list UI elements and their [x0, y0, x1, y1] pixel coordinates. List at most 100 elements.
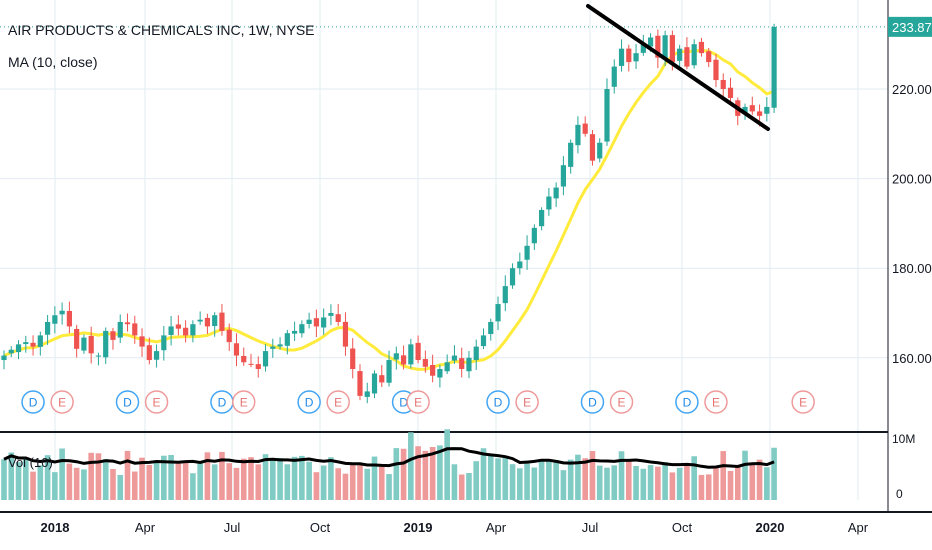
marker-circle: [675, 390, 699, 414]
candle-body: [153, 351, 160, 360]
volume-bar: [30, 471, 36, 500]
marker-label: E: [58, 396, 66, 410]
candle-body: [306, 319, 312, 324]
volume-bar: [371, 456, 378, 500]
volume-bar: [589, 451, 596, 500]
earnings-marker: E: [791, 390, 815, 414]
volume-bar: [625, 460, 632, 500]
marker-label: E: [153, 396, 161, 410]
volume-bar: [524, 460, 530, 500]
candle-body: [647, 37, 654, 47]
volume-bar: [291, 456, 298, 500]
price-axis[interactable]: 220.00 200.00 180.00 160.00 233.87 10M 0: [888, 16, 932, 501]
marker-label: D: [29, 396, 38, 410]
candle-body: [292, 330, 298, 334]
marker-circle: [486, 390, 510, 414]
volume-bar: [691, 456, 697, 500]
volume-bar: [684, 463, 690, 500]
candle-body: [408, 344, 414, 365]
volume-bar: [95, 453, 102, 500]
candle-body: [197, 319, 203, 322]
candle-body: [517, 261, 523, 269]
volume-bar: [15, 462, 22, 500]
candle-body: [66, 310, 72, 327]
volume-bar: [386, 474, 392, 500]
earnings-marker: E: [609, 390, 634, 414]
last-price-label: 233.87: [892, 20, 932, 35]
ma-legend: MA (10, close): [8, 54, 98, 70]
marker-circle: [21, 390, 45, 414]
candle-body: [262, 351, 269, 367]
volume-bar: [44, 455, 51, 500]
candle-body: [495, 304, 501, 322]
volume-bar: [59, 448, 65, 500]
volume-bar: [662, 462, 668, 500]
candle-body: [720, 79, 726, 89]
candle-body: [284, 333, 290, 346]
volume-bar: [349, 462, 356, 500]
candle-body: [15, 344, 22, 353]
candle-body: [640, 44, 646, 53]
volume-bar: [131, 471, 138, 500]
volume-bar: [320, 465, 327, 500]
time-tick-label: 2018: [41, 520, 70, 535]
volume-bar: [538, 461, 545, 500]
volume-bar: [393, 448, 400, 500]
volume-bar: [487, 454, 494, 500]
candle-body: [342, 321, 349, 347]
marker-label: D: [399, 396, 408, 410]
trendline: [586, 4, 770, 131]
volume-axis-label: 0: [896, 487, 903, 501]
marker-circle: [144, 390, 169, 414]
volume-bar: [582, 458, 588, 500]
candle-body: [175, 324, 181, 329]
earnings-marker: E: [144, 390, 169, 414]
candle-body: [241, 356, 247, 363]
marker-label: E: [712, 396, 720, 410]
volume-bar: [567, 459, 574, 500]
volume-bar: [52, 472, 58, 500]
marker-label: E: [414, 396, 422, 410]
volume-bar: [458, 474, 465, 500]
candle-body: [328, 313, 334, 316]
marker-label: D: [218, 396, 227, 410]
candle-body: [611, 66, 617, 87]
candle-body: [539, 209, 545, 227]
candle-body: [350, 348, 356, 369]
volume-bar: [197, 461, 203, 500]
volume-bar: [117, 475, 124, 500]
candle-body: [459, 358, 465, 369]
volume-bar: [328, 457, 334, 500]
volume-bar: [655, 466, 661, 500]
earnings-marker: E: [231, 390, 256, 414]
symbol-title: AIR PRODUCTS & CHEMICALS INC, 1W, NYSE: [8, 22, 315, 38]
candle-body: [1, 355, 7, 361]
candle-body: [95, 355, 102, 357]
volume-bar: [560, 470, 567, 500]
candle-body: [764, 106, 770, 114]
volume-bar: [299, 455, 305, 500]
candle-body: [575, 124, 581, 146]
volume-bar: [604, 467, 610, 500]
price-tick-label: 220.00: [892, 82, 932, 97]
time-tick-label: Oct: [310, 520, 331, 535]
candle-body: [379, 375, 385, 383]
candle-body: [553, 187, 559, 199]
volume-bar: [742, 450, 748, 500]
volume-bar: [596, 465, 603, 500]
volume-bar: [553, 459, 559, 500]
volume-bar: [182, 461, 189, 500]
candle-body: [422, 359, 428, 367]
candle-body: [589, 134, 596, 161]
time-axis[interactable]: 2018 Apr Jul Oct 2019 Apr Jul Oct 2020 Apr: [41, 520, 869, 535]
volume-legend: Vol (10): [8, 455, 53, 470]
candle-body: [677, 48, 683, 61]
candle-body: [393, 353, 399, 360]
dividend-marker: D: [21, 390, 45, 414]
marker-circle: [231, 390, 256, 414]
candle-body: [727, 87, 734, 98]
candle-body: [110, 331, 116, 340]
candle-body: [444, 362, 450, 372]
candle-body: [270, 346, 276, 349]
